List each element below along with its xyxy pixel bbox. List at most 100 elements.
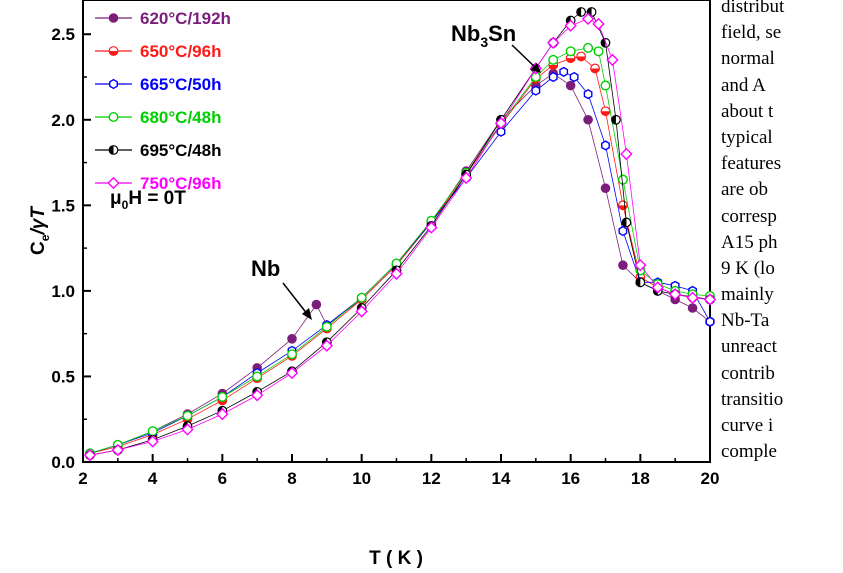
legend-label: 620°C/192h xyxy=(140,9,231,28)
nb-arrow-line xyxy=(282,282,309,316)
y-axis-title-main: C xyxy=(28,241,49,255)
data-point xyxy=(668,288,682,301)
legend-item: 650°C/96h xyxy=(95,42,221,61)
y-tick-label: 0.5 xyxy=(51,367,75,386)
legend-item: 620°C/192h xyxy=(95,9,231,28)
data-point xyxy=(576,7,587,17)
nb-arrow-head xyxy=(302,308,312,320)
legend-label: 665°C/50h xyxy=(140,75,221,94)
data-point xyxy=(621,217,632,228)
side-text-line: 9 K (lo xyxy=(721,257,775,279)
svg-text:Ce/γT: Ce/γT xyxy=(28,206,52,255)
data-point xyxy=(618,200,628,211)
data-point xyxy=(617,174,628,185)
x-tick-label: 20 xyxy=(701,469,720,488)
field-label-rest: H = 0T xyxy=(128,188,186,209)
x-tick-label: 14 xyxy=(492,469,511,488)
data-point xyxy=(565,46,576,57)
side-text-line: features xyxy=(721,153,782,175)
side-text-line: contrib xyxy=(721,362,775,384)
y-tick-label: 2.5 xyxy=(51,25,75,44)
legend-marker xyxy=(107,176,120,190)
y-tick-label: 2.0 xyxy=(51,111,75,130)
data-point xyxy=(634,259,647,272)
data-point xyxy=(548,71,558,83)
data-point xyxy=(687,303,698,313)
data-point xyxy=(217,391,228,402)
x-tick-label: 2 xyxy=(78,469,87,488)
field-label-sub: 0 xyxy=(122,198,129,212)
side-text-line: field, se xyxy=(721,22,782,44)
side-text-line: Nb-Ta xyxy=(721,310,770,332)
data-point xyxy=(252,371,263,382)
y-tick-label: 1.5 xyxy=(51,196,75,215)
y-tick-label: 0.0 xyxy=(51,453,75,472)
data-point xyxy=(147,426,158,437)
legend-marker xyxy=(108,111,119,122)
data-point xyxy=(559,66,569,78)
data-point xyxy=(686,291,699,304)
data-point xyxy=(651,281,664,294)
side-text-line: mainly xyxy=(721,284,774,306)
data-point xyxy=(600,183,611,194)
data-point xyxy=(583,88,593,100)
legend-item: 695°C/48h xyxy=(95,141,221,160)
series-5 xyxy=(83,12,717,462)
data-point xyxy=(459,171,473,185)
nb3sn-main: Nb xyxy=(451,21,480,46)
data-point xyxy=(583,114,593,125)
side-text-line: distribut xyxy=(721,0,785,17)
x-tick-label: 12 xyxy=(422,469,441,488)
side-text-line: typical xyxy=(721,126,773,148)
series-layer xyxy=(83,7,717,462)
data-point xyxy=(618,260,628,271)
data-point xyxy=(285,366,299,380)
nb3sn-annotation: Nb3Sn xyxy=(451,21,516,50)
side-text-line: comple xyxy=(721,441,777,463)
side-text-line: unreact xyxy=(721,336,777,358)
legend-marker xyxy=(109,78,118,90)
side-text-line: transitio xyxy=(721,388,784,410)
data-point xyxy=(182,410,193,421)
data-point xyxy=(565,53,576,64)
data-point xyxy=(83,448,97,462)
y-axis-title-rest: /γT xyxy=(28,206,49,236)
legend-label: 680°C/48h xyxy=(140,108,221,127)
side-text-line: curve i xyxy=(721,415,774,436)
side-text-line: about t xyxy=(721,100,774,122)
side-text-line: and A xyxy=(721,74,766,96)
nb-annotation: Nb xyxy=(251,256,280,281)
data-point xyxy=(618,225,628,237)
y-axis-title-sub: e xyxy=(38,234,52,241)
field-label-mu: μ xyxy=(110,188,122,209)
data-point xyxy=(592,17,605,31)
data-point xyxy=(355,305,368,318)
nb3sn-arrow-line xyxy=(511,44,539,71)
data-point xyxy=(320,339,334,352)
x-tick-label: 18 xyxy=(631,469,650,488)
data-point xyxy=(583,42,594,53)
data-point xyxy=(321,321,332,332)
nb3sn-arrow-head xyxy=(530,63,541,73)
data-point xyxy=(425,221,438,234)
plot-frame xyxy=(82,0,711,463)
legend-marker xyxy=(108,13,119,23)
legend-label: 750°C/96h xyxy=(140,174,221,193)
field-label: μ0H = 0T xyxy=(110,188,186,212)
side-text-line: A15 ph xyxy=(721,231,778,253)
side-text-line: are ob xyxy=(721,179,768,201)
axis-ticks: 2 4 6 8 10 12 14 16 18 20 0.0 0.5 1.0 1.5 2.0 2.5 xyxy=(51,25,719,488)
legend-item: 680°C/48h xyxy=(95,108,221,127)
data-point xyxy=(146,435,159,448)
data-point xyxy=(601,140,610,151)
data-point xyxy=(287,334,297,344)
x-tick-label: 16 xyxy=(561,469,580,488)
data-point xyxy=(620,147,633,161)
data-point xyxy=(600,80,611,91)
data-point xyxy=(548,54,559,65)
data-point xyxy=(356,292,367,303)
data-point xyxy=(531,85,541,96)
legend-marker xyxy=(108,145,119,155)
data-point xyxy=(705,316,715,327)
